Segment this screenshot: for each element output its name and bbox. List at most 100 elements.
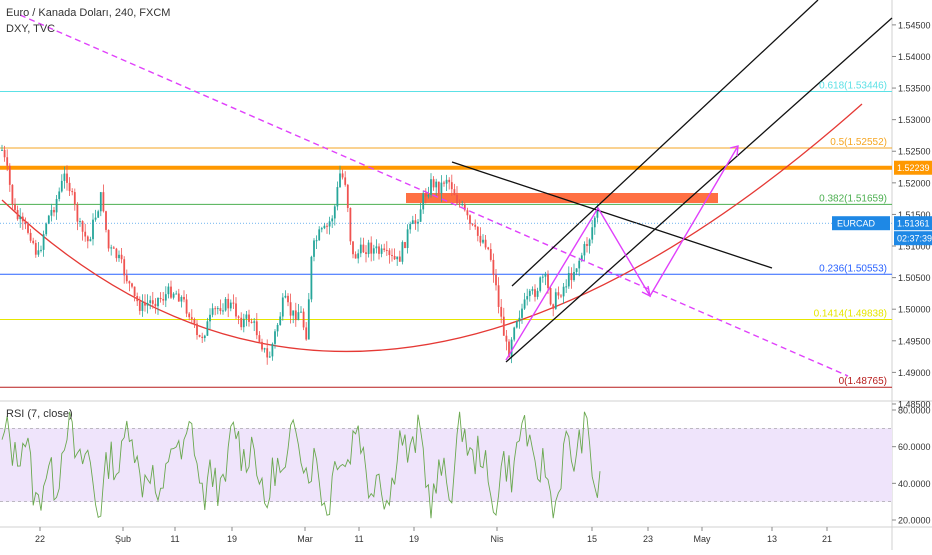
price-tick-label: 1.51500 xyxy=(898,210,931,220)
rsi-tick-label: 20.0000 xyxy=(898,516,931,526)
candle-body xyxy=(229,302,232,309)
candle-body xyxy=(534,289,536,297)
candle-body xyxy=(242,318,245,328)
candle-body xyxy=(565,286,568,288)
countdown-badge-text: 02:37:39 xyxy=(897,234,932,244)
candle-body xyxy=(76,204,79,222)
candle-body xyxy=(183,296,185,300)
candle-body xyxy=(276,324,279,332)
price-tick-label: 1.52500 xyxy=(898,147,931,157)
candle-body xyxy=(128,281,131,284)
candle-body xyxy=(435,181,438,188)
candle-body xyxy=(570,272,573,281)
fib-level-label: 0.5(1.52552) xyxy=(830,137,887,148)
price-tick-label: 1.49000 xyxy=(898,368,931,378)
price-tick-label: 1.48500 xyxy=(898,399,931,409)
candle-body xyxy=(354,254,357,259)
candle-body xyxy=(313,240,315,257)
candle-body xyxy=(92,219,94,240)
candle-body xyxy=(479,235,482,243)
candle-body xyxy=(45,223,48,235)
candle-body xyxy=(367,242,370,255)
candle-body xyxy=(344,177,347,185)
candle-body xyxy=(450,182,453,190)
candle-body xyxy=(346,184,349,208)
candle-body xyxy=(216,308,219,310)
candle-body xyxy=(268,356,271,358)
candle-body xyxy=(560,295,562,297)
candle-body xyxy=(110,247,113,249)
time-tick-label: 19 xyxy=(409,534,419,544)
candle-body xyxy=(318,229,321,241)
candle-body xyxy=(107,229,110,249)
candle-body xyxy=(466,210,469,216)
candle-body xyxy=(573,271,575,281)
candle-body xyxy=(297,312,300,321)
fib-level-label: 0.618(1.53446) xyxy=(819,80,887,91)
candle-body xyxy=(68,182,71,192)
fib-level-label: 0.382(1.51659) xyxy=(819,193,887,204)
candle-body xyxy=(419,209,422,222)
candle-body xyxy=(326,225,328,227)
candle-body xyxy=(237,316,240,318)
time-tick-label: 13 xyxy=(767,534,777,544)
time-tick-label: Mar xyxy=(297,534,313,544)
time-tick-label: Nis xyxy=(491,534,504,544)
candle-body xyxy=(222,310,224,312)
candle-body xyxy=(526,296,529,300)
symbol-badge xyxy=(832,216,890,231)
candle-body xyxy=(14,204,16,211)
candle-body xyxy=(424,193,427,197)
candle-body xyxy=(378,246,380,254)
candle-body xyxy=(154,303,157,307)
candle-body xyxy=(250,321,253,323)
candle-body xyxy=(562,286,565,297)
candle-body xyxy=(245,314,248,319)
candle-body xyxy=(175,293,178,295)
candle-body xyxy=(281,297,284,317)
candle-body xyxy=(162,299,165,301)
candle-body xyxy=(489,249,492,260)
candle-body xyxy=(372,248,375,254)
candle-body xyxy=(227,298,230,309)
candle-body xyxy=(185,299,188,314)
rsi-tick-label: 40.0000 xyxy=(898,479,931,489)
candle-body xyxy=(255,321,258,336)
rsi-band xyxy=(0,428,892,502)
candle-body xyxy=(240,317,243,328)
candle-body xyxy=(549,287,552,305)
price-tick-label: 1.53500 xyxy=(898,84,931,94)
candle-body xyxy=(209,314,211,322)
candle-body xyxy=(458,203,461,205)
candle-body xyxy=(432,179,435,188)
candle-body xyxy=(118,254,120,259)
candle-body xyxy=(146,302,149,306)
candle-body xyxy=(198,335,201,337)
candle-body xyxy=(510,339,513,358)
candle-body xyxy=(141,302,144,311)
time-tick-label: May xyxy=(693,534,711,544)
candle-body xyxy=(289,302,292,316)
candle-body xyxy=(443,182,445,184)
candle-body xyxy=(97,211,100,218)
time-tick-label: 19 xyxy=(227,534,237,544)
candle-body xyxy=(484,239,487,248)
candle-body xyxy=(219,308,222,312)
candle-body xyxy=(502,316,505,336)
candle-body xyxy=(310,256,313,300)
candle-body xyxy=(357,253,360,259)
current-price-badge xyxy=(894,216,932,231)
candle-body xyxy=(393,255,396,260)
candle-body xyxy=(34,243,37,255)
projection-path xyxy=(505,145,739,361)
candle-body xyxy=(214,308,217,310)
candle-body xyxy=(339,173,341,188)
candle-body xyxy=(24,221,27,225)
candle-body xyxy=(552,304,555,309)
candle-body xyxy=(37,250,40,255)
candle-body xyxy=(55,199,58,213)
candle-body xyxy=(53,209,55,213)
candle-body xyxy=(380,248,383,254)
